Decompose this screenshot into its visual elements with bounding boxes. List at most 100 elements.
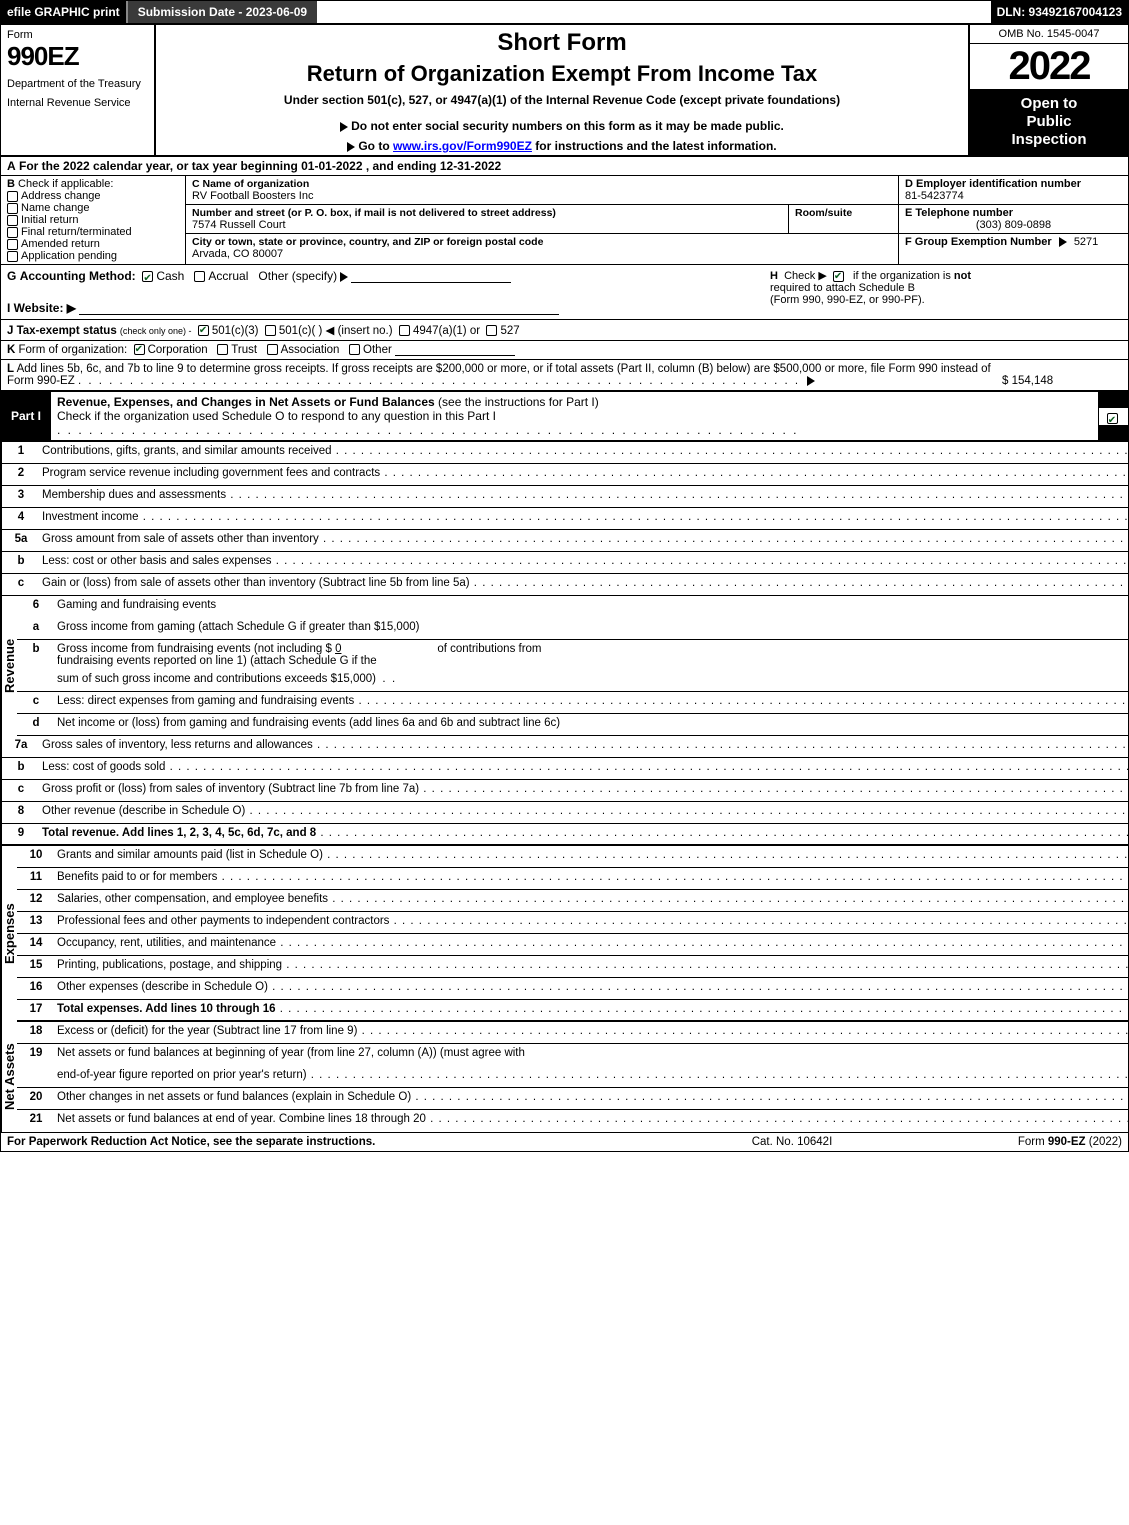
h-not: not: [954, 270, 971, 282]
g-other: Other (specify): [258, 269, 337, 283]
row-a: A For the 2022 calendar year, or tax yea…: [1, 157, 1128, 176]
dept-treasury: Department of the Treasury: [7, 78, 148, 91]
header-left: Form 990EZ Department of the Treasury In…: [1, 25, 156, 155]
line-17: 17 Total expenses. Add lines 10 through …: [17, 1000, 1129, 1022]
line-19-2: end-of-year figure reported on prior yea…: [17, 1066, 1129, 1088]
goto-link[interactable]: www.irs.gov/Form990EZ: [393, 139, 532, 153]
form-header: Form 990EZ Department of the Treasury In…: [1, 25, 1128, 157]
j-small: (check only one) -: [120, 326, 192, 336]
i-label: I Website: ▶: [7, 301, 76, 315]
form-990ez: efile GRAPHIC print Submission Date - 20…: [0, 0, 1129, 1152]
triangle-icon: [340, 272, 348, 282]
c-name: C Name of organization RV Football Boost…: [186, 176, 898, 205]
row-ghi-left: G Accounting Method: Cash Accrual Other …: [7, 269, 762, 315]
e-phone: E Telephone number (303) 809-0898: [899, 205, 1128, 234]
chk-trust[interactable]: [217, 344, 228, 355]
line-12: 12 Salaries, other compensation, and emp…: [17, 890, 1129, 912]
line-2: 2 Program service revenue including gove…: [2, 464, 1129, 486]
goto-pre: Go to: [358, 139, 393, 153]
dept-irs: Internal Revenue Service: [7, 97, 148, 110]
chk-accrual[interactable]: [194, 271, 205, 282]
efile-print-label[interactable]: efile GRAPHIC print: [1, 1, 126, 23]
line-6b-2: sum of such gross income and contributio…: [17, 670, 1129, 692]
netassets-section: Net Assets 18 Excess or (deficit) for th…: [1, 1022, 1128, 1132]
chk-part1-sched-o[interactable]: [1107, 413, 1118, 424]
open-public-1: Open to: [974, 95, 1124, 113]
k-other-input[interactable]: [395, 344, 515, 356]
header-right: OMB No. 1545-0047 2022 Open to Public In…: [968, 25, 1128, 155]
row-j: J Tax-exempt status (check only one) - 5…: [1, 319, 1128, 340]
chk-address-change[interactable]: Address change: [7, 190, 179, 202]
g-other-input[interactable]: [351, 271, 511, 283]
chk-final-return[interactable]: Final return/terminated: [7, 226, 179, 238]
h-text2: if the organization is: [853, 270, 954, 282]
line-6c: c Less: direct expenses from gaming and …: [17, 692, 1129, 714]
e-val: (303) 809-0898: [905, 219, 1122, 231]
chk-527[interactable]: [486, 325, 497, 336]
line-21: 21 Net assets or fund balances at end of…: [17, 1110, 1129, 1132]
g-text: Accounting Method:: [20, 269, 136, 283]
form-label: Form: [7, 29, 148, 41]
donot-text: Do not enter social security numbers on …: [351, 119, 784, 133]
line-11: 11 Benefits paid to or for members 110: [17, 868, 1129, 890]
k-o3: Association: [281, 344, 340, 356]
j-o2: 501(c)( ): [279, 325, 322, 337]
h-text1: Check ▶: [784, 270, 827, 282]
line-16: 16 Other expenses (describe in Schedule …: [17, 978, 1129, 1000]
k-label: K: [7, 344, 15, 356]
line-4: 4 Investment income 40: [2, 508, 1129, 530]
g-accrual: Accrual: [208, 269, 248, 283]
h-text4: (Form 990, 990-EZ, or 990-PF).: [770, 294, 925, 306]
j-insert: (insert no.): [338, 325, 393, 337]
j-o4: 527: [500, 325, 519, 337]
chk-name-change[interactable]: Name change: [7, 202, 179, 214]
goto-line: Go to www.irs.gov/Form990EZ for instruct…: [164, 139, 960, 153]
line-20: 20 Other changes in net assets or fund b…: [17, 1088, 1129, 1110]
website-input[interactable]: [79, 303, 559, 315]
chk-501c3[interactable]: [198, 325, 209, 336]
submission-date: Submission Date - 2023-06-09: [126, 1, 317, 23]
chk-501c[interactable]: [265, 325, 276, 336]
netassets-lines: 18 Excess or (deficit) for the year (Sub…: [17, 1022, 1129, 1132]
goto-post: for instructions and the latest informat…: [532, 139, 777, 153]
l-leaders: [78, 375, 800, 387]
chk-assoc[interactable]: [267, 344, 278, 355]
chk-cash[interactable]: [142, 271, 153, 282]
header-center: Short Form Return of Organization Exempt…: [156, 25, 968, 155]
f-hdr: F Group Exemption Number: [905, 236, 1052, 248]
part1-chk-cell: [1098, 407, 1128, 426]
side-blank: [1, 736, 2, 846]
l-label: L: [7, 363, 14, 375]
row-a-label: A: [7, 159, 16, 173]
chk-initial-return[interactable]: Initial return: [7, 214, 179, 226]
line-5b: b Less: cost or other basis and sales ex…: [2, 552, 1129, 574]
revenue-lines-3: 7a Gross sales of inventory, less return…: [2, 736, 1129, 846]
chk-4947[interactable]: [399, 325, 410, 336]
chk-corp[interactable]: [134, 344, 145, 355]
col-c: C Name of organization RV Football Boost…: [186, 176, 898, 264]
side-netassets: Net Assets: [1, 1022, 17, 1132]
revenue-section-3: 7a Gross sales of inventory, less return…: [1, 736, 1128, 846]
line-15: 15 Printing, publications, postage, and …: [17, 956, 1129, 978]
line-7b: b Less: cost of goods sold 7b0: [2, 758, 1129, 780]
triangle-icon: [340, 122, 348, 132]
line-3: 3 Membership dues and assessments 355,64…: [2, 486, 1129, 508]
side-blank-top: [1, 442, 2, 596]
c-address-row: Number and street (or P. O. box, if mail…: [186, 205, 898, 234]
chk-other-org[interactable]: [349, 344, 360, 355]
line-7c: c Gross profit or (loss) from sales of i…: [2, 780, 1129, 802]
col-b-label: B: [7, 178, 15, 190]
row-ghi: G Accounting Method: Cash Accrual Other …: [1, 265, 1128, 319]
chk-schedule-b[interactable]: [833, 271, 844, 282]
revenue-section-2: Revenue 6 Gaming and fundraising events …: [1, 596, 1128, 736]
d-val: 81-5423774: [905, 190, 1122, 202]
chk-amended-return[interactable]: Amended return: [7, 238, 179, 250]
topbar-spacer: [317, 1, 990, 23]
under-section: Under section 501(c), 527, or 4947(a)(1)…: [164, 93, 960, 107]
chk-application-pending[interactable]: Application pending: [7, 250, 179, 262]
j-o1: 501(c)(3): [212, 325, 259, 337]
c-addr-val: 7574 Russell Court: [192, 219, 782, 231]
c-name-hdr: C Name of organization: [192, 178, 892, 190]
col-b-text: Check if applicable:: [18, 178, 113, 190]
revenue-section: 1 Contributions, gifts, grants, and simi…: [1, 441, 1128, 596]
